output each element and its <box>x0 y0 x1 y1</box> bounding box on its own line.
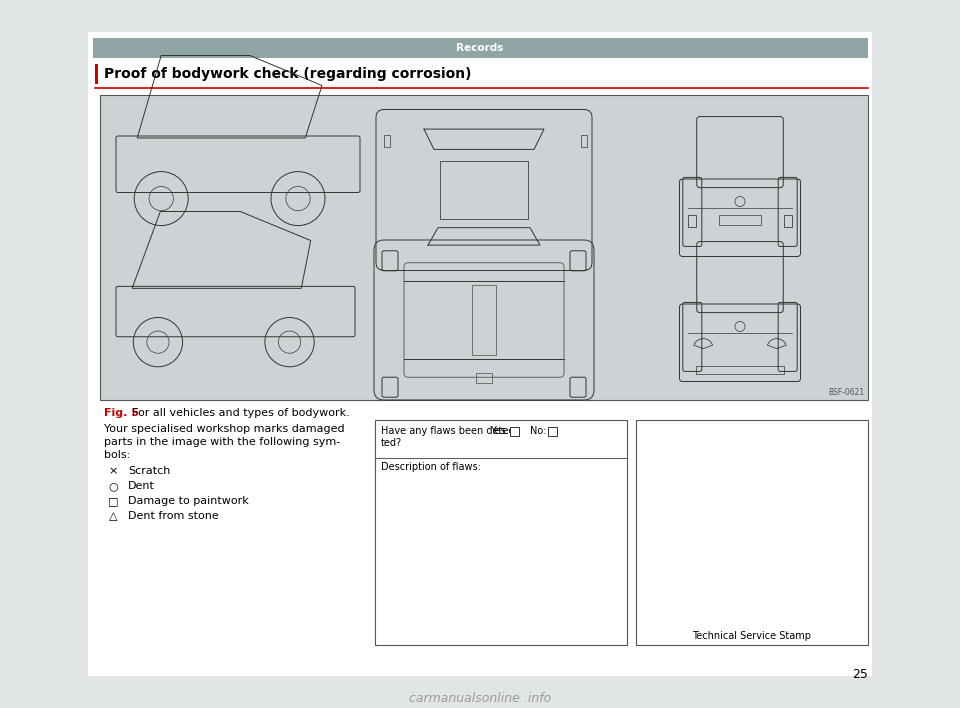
Bar <box>375 420 627 645</box>
Bar <box>696 365 783 374</box>
Text: Dent from stone: Dent from stone <box>128 511 219 521</box>
Bar <box>88 32 872 676</box>
Bar <box>548 427 557 436</box>
Text: parts in the image with the following sym-: parts in the image with the following sy… <box>104 437 340 447</box>
Text: ○: ○ <box>108 481 118 491</box>
Bar <box>719 215 760 224</box>
Text: carmanualsonline .info: carmanualsonline .info <box>409 692 551 705</box>
Bar <box>100 95 868 400</box>
Bar <box>783 215 792 227</box>
Text: For all vehicles and types of bodywork.: For all vehicles and types of bodywork. <box>132 408 349 418</box>
Text: bols:: bols: <box>104 450 131 460</box>
Bar <box>384 135 390 147</box>
Bar <box>472 285 496 355</box>
Text: △: △ <box>108 511 117 521</box>
Text: Fig. 5: Fig. 5 <box>104 408 139 418</box>
Text: ×: × <box>108 466 118 476</box>
Text: No:: No: <box>530 426 546 436</box>
Text: ted?: ted? <box>381 438 402 448</box>
Bar <box>476 373 492 383</box>
Bar <box>510 427 519 436</box>
Text: □: □ <box>108 496 118 506</box>
Text: Your specialised workshop marks damaged: Your specialised workshop marks damaged <box>104 424 345 434</box>
Bar <box>636 420 868 645</box>
Text: Damage to paintwork: Damage to paintwork <box>128 496 249 506</box>
Bar <box>93 38 868 58</box>
Text: BSF-0621: BSF-0621 <box>828 388 864 397</box>
Text: Dent: Dent <box>128 481 155 491</box>
Text: Have any flaws been detec-: Have any flaws been detec- <box>381 426 517 436</box>
Text: Proof of bodywork check (regarding corrosion): Proof of bodywork check (regarding corro… <box>104 67 471 81</box>
Text: Yes:: Yes: <box>490 426 509 436</box>
Bar <box>95 64 98 84</box>
Text: Technical Service Stamp: Technical Service Stamp <box>692 631 811 641</box>
Bar <box>581 135 587 147</box>
Text: 25: 25 <box>852 668 868 681</box>
Text: Scratch: Scratch <box>128 466 170 476</box>
Text: Records: Records <box>456 43 504 53</box>
Bar <box>440 161 528 219</box>
Bar <box>688 215 696 227</box>
Text: Description of flaws:: Description of flaws: <box>381 462 481 472</box>
